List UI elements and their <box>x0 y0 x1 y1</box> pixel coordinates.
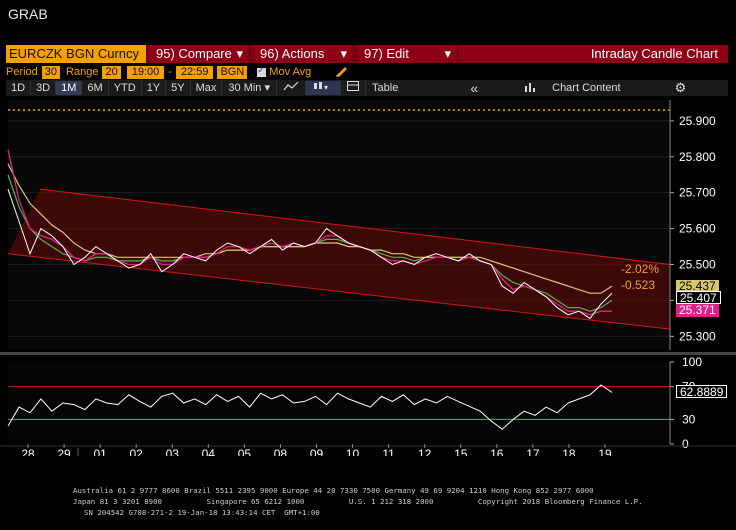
x-day-label: 29 <box>57 447 71 456</box>
mov-avg-label: Mov Avg <box>269 66 312 78</box>
ticker-field[interactable]: EURCZK BGN Curncy <box>6 45 146 63</box>
tf-1y[interactable]: 1Y <box>142 81 167 95</box>
chevron-down-icon: ▾ <box>444 46 451 61</box>
channel-pct-top: -2.02% <box>621 261 660 276</box>
x-day-label: 09 <box>310 447 324 456</box>
rsi-panel <box>8 362 670 444</box>
footer-copyright: Japan 81 3 3201 8900 Singapore 65 6212 1… <box>73 497 643 506</box>
x-day-label: 18 <box>562 447 576 456</box>
chart-content-button[interactable]: Chart Content <box>552 82 621 94</box>
window-title: GRAB <box>8 6 48 22</box>
x-day-label: 01 <box>93 447 107 456</box>
range-label: Range <box>66 66 99 78</box>
x-day-label: 19 <box>598 447 612 456</box>
bar-chart-icon[interactable] <box>524 82 536 95</box>
start-time-field[interactable]: 19:00 <box>126 65 165 79</box>
channel-pct-bottom: -0.523 <box>621 277 656 292</box>
x-day-label: 04 <box>202 447 216 456</box>
tf-3d[interactable]: 3D <box>31 81 57 95</box>
y-tick-label: 25.900 <box>679 114 716 128</box>
x-day-label: 17 <box>526 447 540 456</box>
y-tick-label: 25.800 <box>679 150 716 164</box>
ma-yellow-value: 25.437 <box>676 280 719 294</box>
price-chart[interactable]: 25.90025.80025.70025.60025.50025.40025.3… <box>0 96 736 456</box>
x-day-label: 15 <box>454 447 468 456</box>
period-label: Period <box>6 66 38 78</box>
footer-contacts: Australia 61 2 9777 8600 Brazil 5511 239… <box>73 486 594 495</box>
compare-button[interactable]: 95) Compare ▾ <box>150 45 250 63</box>
y-tick-label: 25.600 <box>679 222 716 236</box>
table-button[interactable]: Table <box>372 82 399 94</box>
y-tick-label: 25.300 <box>679 329 716 343</box>
chart-type-title: Intraday Candle Chart <box>458 45 728 63</box>
tf-ytd[interactable]: YTD <box>109 81 142 95</box>
x-day-label: 05 <box>238 447 252 456</box>
y-tick-label: 25.500 <box>679 258 716 272</box>
rsi-line <box>7 384 613 430</box>
tf-max[interactable]: Max <box>191 81 223 95</box>
x-day-label: 16 <box>490 447 504 456</box>
range-field[interactable]: 20 <box>102 65 121 79</box>
svg-text:▾: ▾ <box>324 83 328 91</box>
channel-fill <box>8 189 670 330</box>
chevron-down-icon: ▾ <box>236 46 243 61</box>
x-day-label: 03 <box>166 447 180 456</box>
settings-bar: Period 30 Range 20 19:00 - 22:59 BGN Mov… <box>6 65 728 79</box>
chevron-down-icon: ▾ <box>340 46 347 61</box>
interval-select[interactable]: 30 Min ▾ <box>222 81 278 95</box>
table-view-icon[interactable] <box>341 81 367 95</box>
x-day-label: 28 <box>21 447 35 456</box>
toolbar: 1D 3D 1M 6M YTD 1Y 5Y Max 30 Min ▾ ▾ Tab… <box>6 80 728 96</box>
interval-label: 30 Min <box>228 82 262 94</box>
panel-divider[interactable] <box>0 352 736 355</box>
compare-label: 95) Compare <box>156 46 232 61</box>
collapse-icon[interactable]: « <box>470 80 479 96</box>
tf-1m[interactable]: 1M <box>56 81 83 95</box>
time-separator: - <box>168 66 172 78</box>
rsi-tick-label: 0 <box>682 437 689 451</box>
rsi-tick-label: 30 <box>682 412 696 426</box>
mov-avg-checkbox[interactable] <box>257 65 267 77</box>
gear-icon[interactable]: ⚙ <box>674 80 687 95</box>
actions-label: 96) Actions <box>260 46 325 61</box>
price-line <box>7 188 613 320</box>
x-day-label: 12 <box>418 447 432 456</box>
actions-button[interactable]: 96) Actions ▾ <box>254 45 354 63</box>
x-day-label: 10 <box>346 447 360 456</box>
last-price-value: 25.407 <box>676 290 721 304</box>
x-day-label: 08 <box>274 447 288 456</box>
channel-upper-line <box>39 188 671 266</box>
rsi-tick-label: 100 <box>682 355 702 369</box>
tf-6m[interactable]: 6M <box>82 81 109 95</box>
end-time-field[interactable]: 22:59 <box>175 65 214 79</box>
x-day-label: 11 <box>382 447 395 456</box>
chart-style-button[interactable]: ▾ <box>306 81 342 95</box>
command-bar: EURCZK BGN Curncy 95) Compare ▾ 96) Acti… <box>6 45 728 63</box>
rsi-last-value: 62.8889 <box>676 385 728 399</box>
tf-1d[interactable]: 1D <box>6 81 32 95</box>
candle-icon: ▾ <box>314 82 328 92</box>
edit-label: 97) Edit <box>364 46 409 61</box>
date-x-axis: 2829010203040508091011121516171819Dec 20… <box>21 444 612 456</box>
period-field[interactable]: 30 <box>41 65 61 79</box>
x-day-label: 02 <box>130 447 144 456</box>
chevron-down-icon: ▾ <box>264 82 271 94</box>
pencil-icon[interactable] <box>335 65 349 80</box>
channel-lower-line <box>7 253 671 330</box>
edit-button[interactable]: 97) Edit ▾ <box>358 45 458 63</box>
tf-5y[interactable]: 5Y <box>166 81 191 95</box>
source-field[interactable]: BGN <box>217 65 248 79</box>
y-tick-label: 25.700 <box>679 186 716 200</box>
line-chart-icon <box>283 81 299 91</box>
footer-serial: SN 204542 G708-271-2 19-Jan-18 13:43:14 … <box>84 508 320 517</box>
line-chart-button[interactable] <box>277 81 307 95</box>
ma-magenta-value: 25.371 <box>676 303 719 317</box>
